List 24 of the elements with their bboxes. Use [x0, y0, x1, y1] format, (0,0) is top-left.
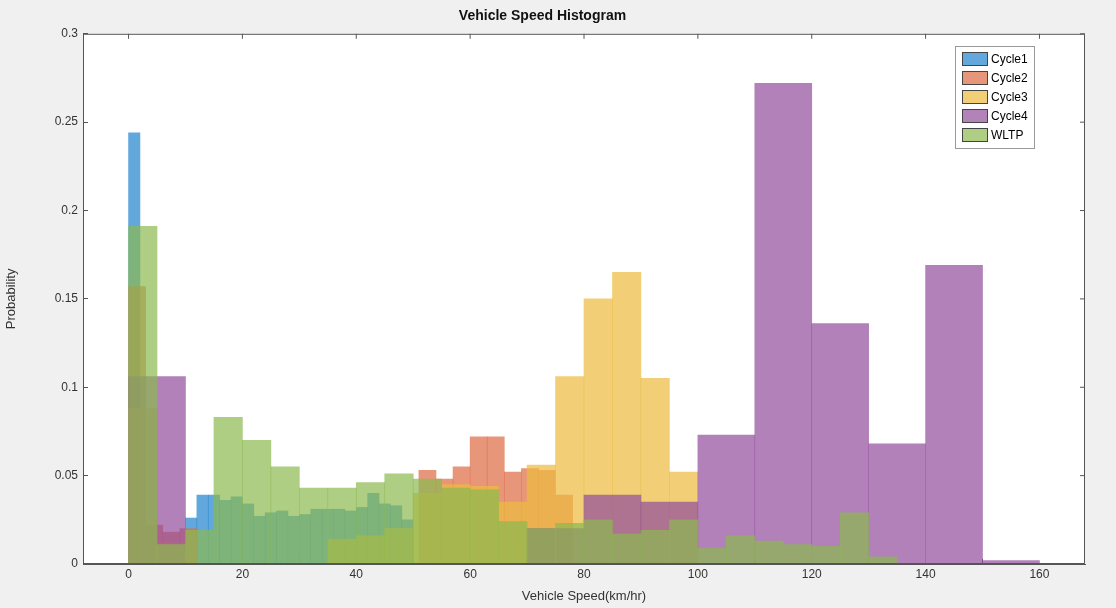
x-tick-label: 160 — [1029, 566, 1050, 581]
x-tick-label: 0 — [125, 566, 133, 581]
y-tick-label: 0.15 — [54, 291, 79, 306]
y-tick-label: 0.25 — [54, 114, 79, 129]
x-tick-label: 20 — [235, 566, 250, 581]
y-tick-label: 0.2 — [61, 202, 79, 217]
x-tick-label: 40 — [349, 566, 364, 581]
y-tick-label: 0.05 — [54, 467, 79, 482]
y-tick-label: 0.3 — [61, 26, 79, 41]
chart-title: Vehicle Speed Histogram — [458, 7, 627, 24]
x-tick-label: 140 — [915, 566, 936, 581]
x-tick-label: 120 — [801, 566, 823, 581]
x-tick-label: 60 — [463, 566, 478, 581]
y-axis-title: Probability — [3, 268, 19, 330]
legend-label: Cycle4 — [991, 109, 1028, 124]
legend-label: WLTP — [991, 128, 1024, 143]
x-axis-title: Vehicle Speed(km/hr) — [521, 587, 647, 603]
x-tick-label: 100 — [687, 566, 709, 581]
x-tick-label: 80 — [577, 566, 591, 581]
legend-label: Cycle2 — [991, 71, 1028, 86]
y-tick-label: 0.1 — [61, 379, 79, 394]
legend-label: Cycle1 — [991, 52, 1028, 67]
y-tick-label: 0 — [71, 556, 79, 571]
legend-label: Cycle3 — [991, 90, 1028, 105]
